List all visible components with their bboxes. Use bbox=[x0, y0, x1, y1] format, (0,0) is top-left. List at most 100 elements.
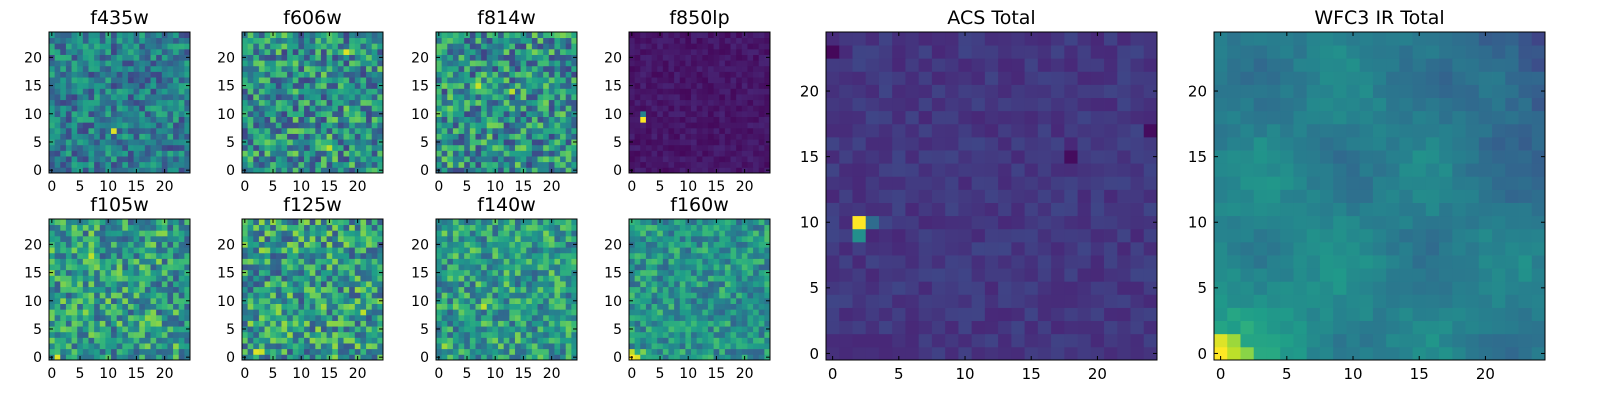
heatmap-cell bbox=[475, 286, 482, 293]
heatmap-cell bbox=[520, 230, 527, 237]
heatmap-cell bbox=[498, 269, 505, 276]
panel-title: f105w bbox=[90, 194, 149, 216]
heatmap-cell bbox=[287, 105, 294, 112]
heatmap-cell bbox=[436, 88, 443, 95]
heatmap-cell bbox=[292, 77, 299, 84]
heatmap-cell bbox=[503, 258, 510, 265]
heatmap-cell bbox=[122, 156, 129, 163]
heatmap-cell bbox=[71, 127, 78, 134]
heatmap-cell bbox=[366, 99, 373, 106]
heatmap-cell bbox=[156, 144, 163, 151]
heatmap-cell bbox=[560, 150, 567, 157]
heatmap-cell bbox=[173, 161, 180, 168]
heatmap-cell bbox=[360, 144, 367, 151]
heatmap-cell bbox=[565, 110, 572, 117]
heatmap-cell bbox=[713, 309, 720, 316]
heatmap-cell bbox=[247, 65, 254, 72]
heatmap-cell bbox=[702, 71, 709, 78]
heatmap-cell bbox=[150, 60, 157, 67]
heatmap-cell bbox=[292, 60, 299, 67]
heatmap-cell bbox=[753, 343, 760, 350]
heatmap-cell bbox=[133, 348, 140, 355]
heatmap-cell bbox=[122, 167, 129, 174]
heatmap-cell bbox=[713, 60, 720, 67]
heatmap-cell bbox=[571, 88, 578, 95]
heatmap-cell bbox=[724, 331, 731, 338]
heatmap-cell bbox=[264, 303, 271, 310]
heatmap-cell bbox=[634, 122, 641, 129]
heatmap-cell bbox=[560, 230, 567, 237]
heatmap-cell bbox=[371, 167, 378, 174]
heatmap-cell bbox=[133, 297, 140, 304]
heatmap-cell bbox=[475, 71, 482, 78]
heatmap-cell bbox=[337, 354, 344, 361]
heatmap-cell bbox=[360, 252, 367, 259]
heatmap-cell bbox=[304, 219, 311, 226]
heatmap-cell bbox=[548, 48, 555, 55]
heatmap-cell bbox=[304, 105, 311, 112]
heatmap-cell bbox=[724, 337, 731, 344]
heatmap-cell bbox=[696, 309, 703, 316]
heatmap-cell bbox=[304, 247, 311, 254]
heatmap-cell bbox=[258, 99, 265, 106]
heatmap-cell bbox=[60, 48, 67, 55]
heatmap-cell bbox=[161, 82, 168, 89]
heatmap-cell bbox=[264, 65, 271, 72]
heatmap-cell bbox=[464, 241, 471, 248]
heatmap-cell bbox=[371, 309, 378, 316]
heatmap-cell bbox=[469, 110, 476, 117]
heatmap-cell bbox=[309, 150, 316, 157]
heatmap-cell bbox=[469, 60, 476, 67]
heatmap-cell bbox=[651, 269, 658, 276]
heatmap-cell bbox=[492, 292, 499, 299]
heatmap-cell bbox=[54, 37, 61, 44]
heatmap-cell bbox=[105, 320, 112, 327]
heatmap-cell bbox=[144, 48, 151, 55]
heatmap-cell bbox=[514, 88, 521, 95]
heatmap-cell bbox=[242, 144, 249, 151]
heatmap-cell bbox=[543, 32, 550, 39]
heatmap-cell bbox=[65, 127, 72, 134]
heatmap-cell bbox=[475, 337, 482, 344]
heatmap-cell bbox=[60, 275, 67, 282]
heatmap-cell bbox=[242, 247, 249, 254]
heatmap-cell bbox=[54, 281, 61, 288]
heatmap-cell bbox=[65, 247, 72, 254]
heatmap-cell bbox=[724, 88, 731, 95]
x-tick-label: 0 bbox=[240, 179, 249, 195]
heatmap-cell bbox=[531, 219, 538, 226]
heatmap-cell bbox=[354, 127, 361, 134]
heatmap-cell bbox=[298, 320, 305, 327]
heatmap-cell bbox=[144, 230, 151, 237]
heatmap-cell bbox=[537, 275, 544, 282]
heatmap-cell bbox=[758, 110, 765, 117]
heatmap-cell bbox=[315, 150, 322, 157]
heatmap-cell bbox=[565, 94, 572, 101]
heatmap-cell bbox=[71, 247, 78, 254]
heatmap-cell bbox=[54, 224, 61, 231]
heatmap-cell bbox=[447, 82, 454, 89]
heatmap-cell bbox=[674, 110, 681, 117]
heatmap-cell bbox=[713, 269, 720, 276]
heatmap-cell bbox=[309, 224, 316, 231]
heatmap-cell bbox=[309, 71, 316, 78]
heatmap-cell bbox=[548, 77, 555, 84]
heatmap-cell bbox=[275, 354, 282, 361]
heatmap-cell bbox=[371, 219, 378, 226]
heatmap-cell bbox=[691, 105, 698, 112]
heatmap-cell bbox=[503, 144, 510, 151]
heatmap-cell bbox=[668, 281, 675, 288]
heatmap-cell bbox=[447, 99, 454, 106]
heatmap-cell bbox=[713, 281, 720, 288]
heatmap-cell bbox=[258, 105, 265, 112]
heatmap-cell bbox=[481, 247, 488, 254]
heatmap-cell bbox=[640, 32, 647, 39]
heatmap-cell bbox=[82, 82, 89, 89]
heatmap-cell bbox=[526, 65, 533, 72]
heatmap-cell bbox=[657, 65, 664, 72]
heatmap-cell bbox=[270, 156, 277, 163]
heatmap-cell bbox=[144, 54, 151, 61]
heatmap-cell bbox=[156, 230, 163, 237]
heatmap-cell bbox=[741, 161, 748, 168]
heatmap-cell bbox=[281, 32, 288, 39]
